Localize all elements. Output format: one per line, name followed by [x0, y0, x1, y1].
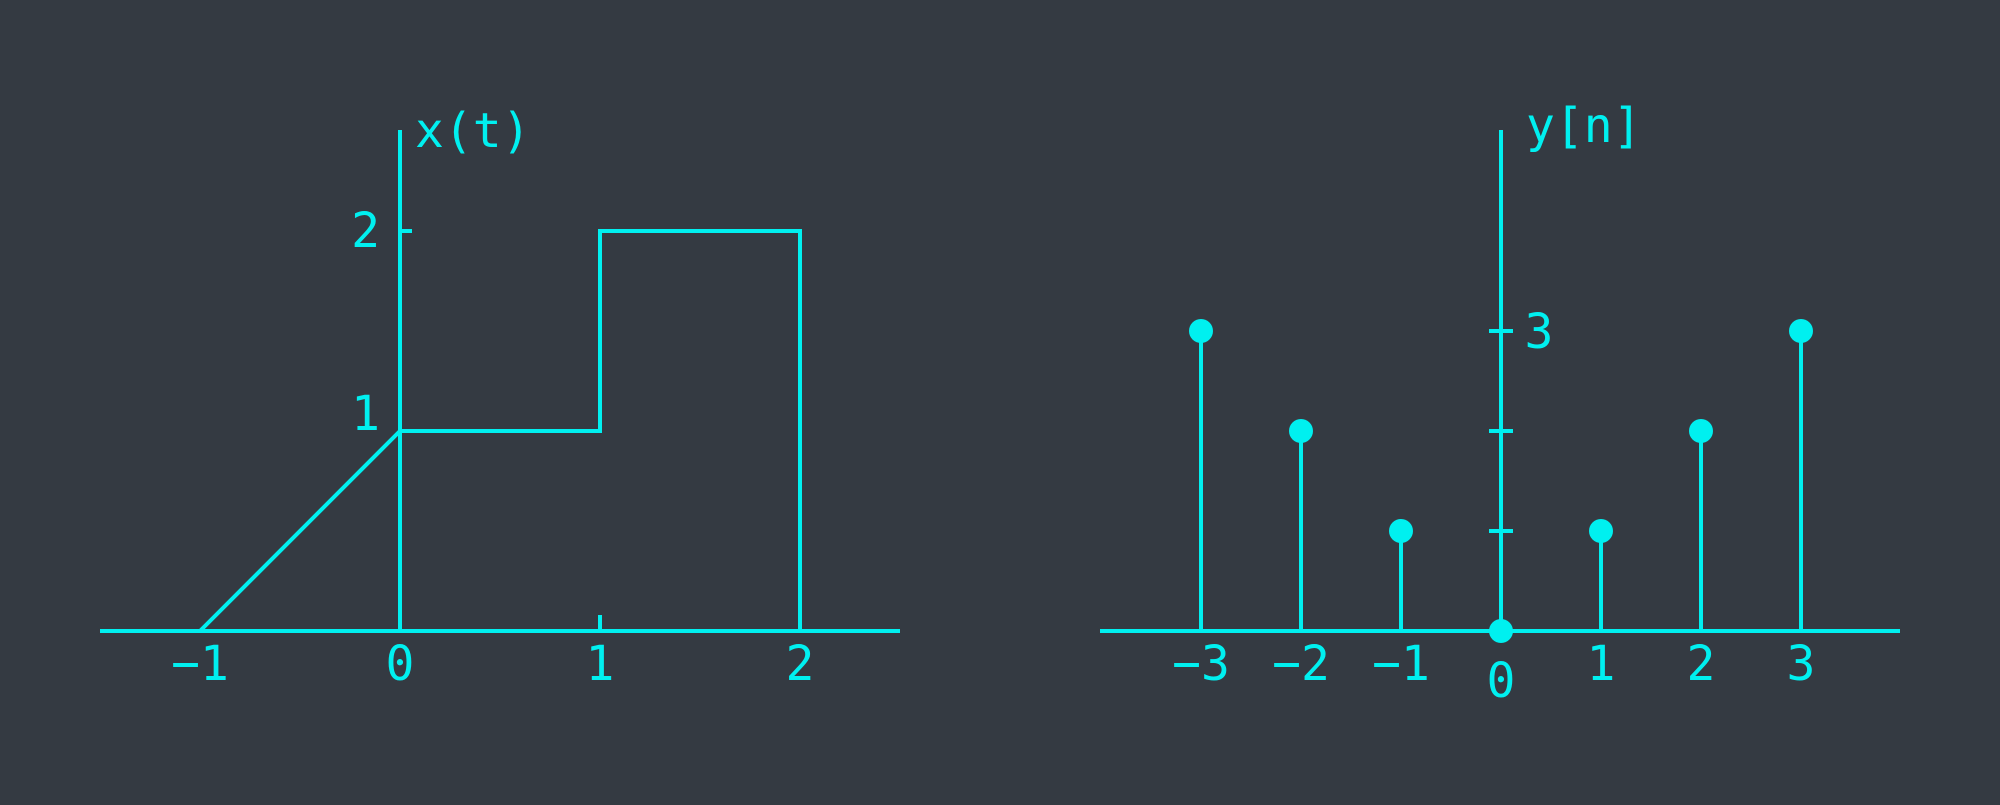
y-tick-label: 2: [351, 203, 380, 259]
x-tick-label: −3: [1172, 636, 1230, 692]
y-tick-label: 1: [351, 386, 380, 442]
stem-marker: [1789, 319, 1813, 343]
x-tick-label: 0: [1487, 653, 1516, 709]
discrete-plot-y-of-n: y[n] 3 −3 −2 −1 0 1 2 3: [1100, 98, 1900, 709]
x-tick-label: 3: [1787, 636, 1816, 692]
x-plot-ticks: −1 0 1 2 1 2: [171, 203, 814, 692]
x-plot-y-label: x(t): [415, 103, 531, 159]
y-tick-label: 3: [1525, 304, 1554, 360]
stem-marker: [1389, 519, 1413, 543]
stem-marker: [1189, 319, 1213, 343]
stem-marker: [1689, 419, 1713, 443]
x-tick-label: −1: [1372, 636, 1430, 692]
x-tick-label: −2: [1272, 636, 1330, 692]
stem-marker: [1489, 619, 1513, 643]
y-plot-y-label: y[n]: [1526, 98, 1642, 154]
x-tick-label: 1: [1587, 636, 1616, 692]
x-tick-label: 1: [586, 636, 615, 692]
x-tick-label: −1: [171, 636, 229, 692]
x-tick-label: 2: [786, 636, 815, 692]
y-stems: [1189, 319, 1813, 643]
x-signal-line: [198, 229, 802, 633]
y-plot-ticks: 3 −3 −2 −1 0 1 2 3: [1172, 304, 1815, 709]
stem-marker: [1289, 419, 1313, 443]
x-tick-label: 0: [386, 636, 415, 692]
x-tick-label: 2: [1687, 636, 1716, 692]
stem-marker: [1589, 519, 1613, 543]
continuous-plot-x-of-t: x(t) −1 0 1 2 1 2: [100, 103, 900, 692]
